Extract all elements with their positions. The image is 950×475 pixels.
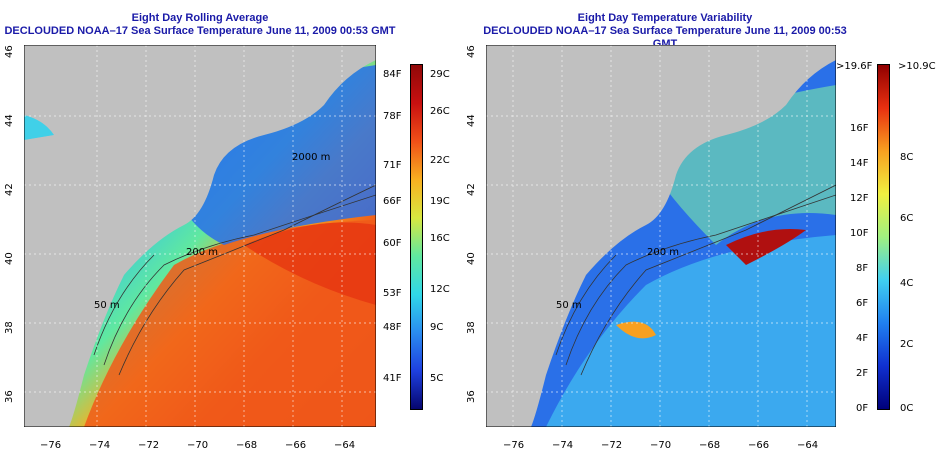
contour-200m (565, 194, 836, 366)
x-tick-label: −74 (552, 440, 574, 451)
contour-label: 50 m (556, 300, 582, 311)
x-tick-label: −66 (748, 440, 770, 451)
colorbar-c-label: 22C (430, 155, 450, 166)
y-tick-label: 36 (466, 390, 477, 403)
left-title-line1: Eight Day Rolling Average (131, 12, 269, 24)
colorbar-c-label: 6C (900, 213, 914, 224)
y-tick-label: 38 (466, 321, 477, 334)
contour-label: 2000 m (292, 152, 331, 163)
y-tick-label: 44 (466, 114, 477, 127)
variability-patch (616, 321, 656, 339)
x-tick-label: −68 (699, 440, 721, 451)
colorbar-c-label: 2C (900, 339, 914, 350)
x-tick-label: −72 (601, 440, 623, 451)
graticule (486, 45, 836, 427)
colorbar-f-label: 8F (856, 263, 869, 274)
left-sst-map (24, 45, 376, 427)
x-tick-label: −76 (503, 440, 525, 451)
y-tick-label: 38 (4, 321, 15, 334)
colorbar-f-label: 41F (383, 373, 402, 384)
variability-hotspot (726, 229, 806, 265)
y-tick-label: 46 (4, 45, 15, 58)
inland-water (24, 115, 54, 140)
colorbar-f-label: 71F (383, 160, 402, 171)
x-tick-label: −68 (236, 440, 258, 451)
colorbar-f-label: 53F (383, 288, 402, 299)
colorbar-f-label: 84F (383, 69, 402, 80)
colorbar-f-label: 60F (383, 238, 402, 249)
contour-50m (93, 254, 155, 356)
colorbar-c-label: 26C (430, 106, 450, 117)
contour-50m (555, 254, 617, 356)
colorbar-c-label: 29C (430, 69, 450, 80)
right-colorbar (877, 64, 890, 410)
right-title-line1: Eight Day Temperature Variability (577, 12, 753, 24)
colorbar-f-label: 66F (383, 196, 402, 207)
land-mass (24, 45, 376, 427)
colorbar-f-label: 78F (383, 111, 402, 122)
colorbar-c-label: 12C (430, 284, 450, 295)
x-tick-label: −70 (650, 440, 672, 451)
x-tick-label: −64 (334, 440, 356, 451)
colorbar-c-label: 4C (900, 278, 914, 289)
variability-mid (546, 235, 836, 427)
colorbar-c-label: 5C (430, 373, 444, 384)
x-tick-label: −76 (40, 440, 62, 451)
graticule (24, 45, 376, 427)
colorbar-f-label: 6F (856, 298, 869, 309)
colorbar-c-label: 8C (900, 152, 914, 163)
contour-200m (103, 194, 376, 366)
colorbar-f-label: 2F (856, 368, 869, 379)
colorbar-f-label: 14F (850, 158, 869, 169)
contour-label: 50 m (94, 300, 120, 311)
left-colorbar (410, 64, 423, 410)
x-tick-label: −74 (89, 440, 111, 451)
colorbar-c-label: 16C (430, 233, 450, 244)
y-tick-label: 36 (4, 390, 15, 403)
right-variability-map (486, 45, 836, 427)
colorbar-c-label: 19C (430, 196, 450, 207)
land-mass (486, 45, 836, 427)
colorbar-f-label: 48F (383, 322, 402, 333)
x-tick-label: −72 (138, 440, 160, 451)
y-tick-label: 44 (4, 114, 15, 127)
x-tick-label: −66 (285, 440, 307, 451)
x-tick-label: −64 (797, 440, 819, 451)
colorbar-c-label: >10.9C (898, 61, 936, 72)
y-tick-label: 46 (466, 45, 477, 58)
colorbar-c-label: 0C (900, 403, 914, 414)
gulf-stream-core (244, 222, 376, 305)
colorbar-f-label: 0F (856, 403, 869, 414)
x-tick-label: −70 (187, 440, 209, 451)
contour-label: 200 m (647, 247, 680, 258)
y-tick-label: 40 (466, 252, 477, 265)
y-tick-label: 40 (4, 252, 15, 265)
y-tick-label: 42 (466, 183, 477, 196)
colorbar-f-label: >19.6F (836, 61, 873, 72)
colorbar-f-label: 4F (856, 333, 869, 344)
contour-2000m (580, 184, 836, 376)
left-title-line2: DECLOUDED NOAA–17 Sea Surface Temperatur… (4, 25, 396, 37)
colorbar-f-label: 12F (850, 193, 869, 204)
colorbar-f-label: 16F (850, 123, 869, 134)
y-tick-label: 42 (4, 183, 15, 196)
colorbar-f-label: 10F (850, 228, 869, 239)
colorbar-c-label: 9C (430, 322, 444, 333)
contour-label: 200 m (186, 247, 219, 258)
